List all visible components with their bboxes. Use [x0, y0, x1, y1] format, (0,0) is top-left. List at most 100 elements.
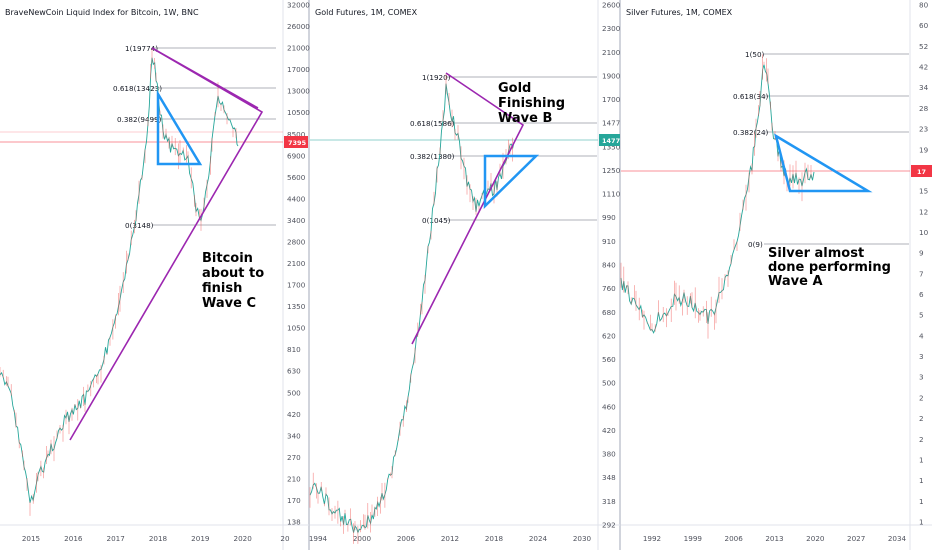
time-tick-label: 2015	[22, 534, 40, 543]
price-tick-label: 15	[919, 187, 928, 196]
bitcoin-annotation-line-3: finish	[202, 281, 242, 296]
price-axis: 80 60 52 42 34 28 23 19 17 15 12 10 9 7 6 5 4 3 3 2 2 2 1 1 1 1	[919, 1, 929, 527]
time-tick-label: 2006	[397, 534, 416, 543]
gold-annotation-line-3: Wave B	[498, 111, 552, 126]
price-tick-label: 1477	[602, 119, 620, 128]
price-series	[620, 64, 815, 334]
price-tick-label: 1350	[287, 302, 306, 311]
price-tick-label: 810	[287, 345, 301, 354]
time-tick-label: 2013	[765, 534, 783, 543]
price-tick-label: 2800	[287, 237, 306, 246]
price-tick-label: 210	[287, 474, 301, 483]
gold-annotation-line-2: Finishing	[498, 96, 565, 111]
pattern-triangle-blue	[774, 133, 873, 193]
silver-annotation-line-1: Silver almost	[768, 246, 864, 261]
price-tick-label: 1110	[602, 190, 621, 199]
price-tick-label: 2	[919, 435, 924, 444]
price-tick-label: 6900	[287, 151, 306, 160]
price-tick-label: 23	[919, 125, 928, 134]
price-tick-label: 1350	[602, 142, 621, 151]
time-tick-label: 2018	[149, 534, 168, 543]
price-tick-label: 10	[919, 228, 929, 237]
price-tick-label: 80	[919, 1, 929, 10]
time-tick-label: 2019	[191, 534, 210, 543]
price-tick-label: 630	[287, 367, 301, 376]
fib-label: 1(19774)	[125, 44, 158, 53]
price-tick-label: 13000	[287, 87, 310, 96]
price-tick-label: 2100	[287, 259, 306, 268]
time-tick-label: 2027	[847, 534, 865, 543]
price-tick-label: 2600	[602, 1, 621, 10]
price-tick-label: 10500	[287, 108, 310, 117]
price-tick-label: 4	[919, 331, 924, 340]
price-tick-label: 34	[919, 83, 929, 92]
price-tick-label: 17000	[287, 65, 310, 74]
price-tick-label: 840	[602, 261, 616, 270]
current-price-tag[interactable]	[599, 134, 620, 146]
price-tick-label: 19	[919, 145, 929, 154]
bitcoin-panel: BraveNewCoin Liquid Index for Bitcoin, 1…	[0, 0, 310, 550]
price-tick-label: 26000	[287, 22, 310, 31]
current-price-tag[interactable]	[284, 136, 308, 148]
time-axis: 1992 1999 2006 2013 2020 2027 2034	[643, 534, 907, 543]
price-tick-label: 500	[602, 379, 616, 388]
time-tick-label: 2012	[441, 534, 459, 543]
price-series-shadow	[309, 74, 513, 544]
current-price-tag[interactable]	[911, 165, 932, 177]
price-tick-label: 28	[919, 104, 929, 113]
price-tick-label: 8500	[287, 130, 306, 139]
price-tick-label: 680	[602, 308, 616, 317]
price-tick-label: 7	[919, 269, 924, 278]
price-tick-label: 420	[287, 410, 301, 419]
price-tick-label: 1	[919, 455, 924, 464]
time-tick-label: 2030	[573, 534, 592, 543]
bitcoin-annotation-line-4: Wave C	[202, 296, 256, 311]
price-tick-label: 2300	[602, 24, 621, 33]
price-tick-label: 460	[602, 402, 616, 411]
price-tick-label: 42	[919, 63, 928, 72]
fib-label: 0.618(1586)	[410, 119, 455, 128]
price-tick-label: 1050	[287, 324, 306, 333]
price-tick-label: 2	[919, 414, 924, 423]
fib-label: 0.382(24)	[733, 128, 769, 137]
silver-annotation-line-3: Wave A	[768, 274, 823, 289]
price-tick-label: 32000	[287, 1, 310, 10]
bitcoin-annotation-line-2: about to	[202, 266, 264, 281]
current-price-tag-text: 1477	[602, 137, 620, 145]
pattern-triangle-blue	[156, 89, 203, 166]
price-tick-label: 1700	[287, 281, 306, 290]
price-tick-label: 3	[919, 373, 924, 382]
price-tick-label: 21000	[287, 44, 310, 53]
fib-label: 0.618(34)	[733, 92, 769, 101]
current-price-tag-text: 17	[917, 168, 926, 176]
fib-label: 0(1045)	[422, 216, 451, 225]
bitcoin-title: BraveNewCoin Liquid Index for Bitcoin, 1…	[5, 8, 199, 17]
price-tick-label: 1250	[602, 166, 621, 175]
pattern-triangle-blue	[483, 154, 540, 209]
gold-annotation-line-1: Gold	[498, 81, 531, 96]
price-tick-label: 380	[602, 450, 616, 459]
price-tick-label: 12	[919, 207, 928, 216]
price-tick-label: 4400	[287, 194, 306, 203]
fib-label: 1(50)	[745, 50, 765, 59]
trend-triangle-purple	[69, 47, 264, 441]
price-tick-label: 760	[602, 284, 616, 293]
price-tick-label: 340	[287, 431, 301, 440]
price-tick-label: 620	[602, 331, 616, 340]
time-tick-label: 2000	[353, 534, 372, 543]
price-tick-label: 5600	[287, 173, 306, 182]
price-tick-label: 420	[602, 426, 616, 435]
current-price-tag-text: 7395	[288, 139, 307, 147]
silver-annotation-line-2: done performing	[768, 260, 891, 275]
fib-label: 0(9)	[748, 240, 763, 249]
price-tick-label: 170	[287, 496, 301, 505]
price-tick-label: 1900	[602, 71, 621, 80]
price-axis: 32000 26000 21000 17000 13000 10500 8500 6900 56…	[287, 1, 310, 527]
price-tick-label: 3	[919, 352, 924, 361]
price-tick-label: 1	[919, 518, 924, 527]
price-tick-label: 1	[919, 497, 924, 506]
price-tick-label: 270	[287, 453, 301, 462]
time-axis: 2015 2016 2017 2018 2019 2020 20	[22, 534, 290, 543]
time-tick-label: 1999	[684, 534, 703, 543]
